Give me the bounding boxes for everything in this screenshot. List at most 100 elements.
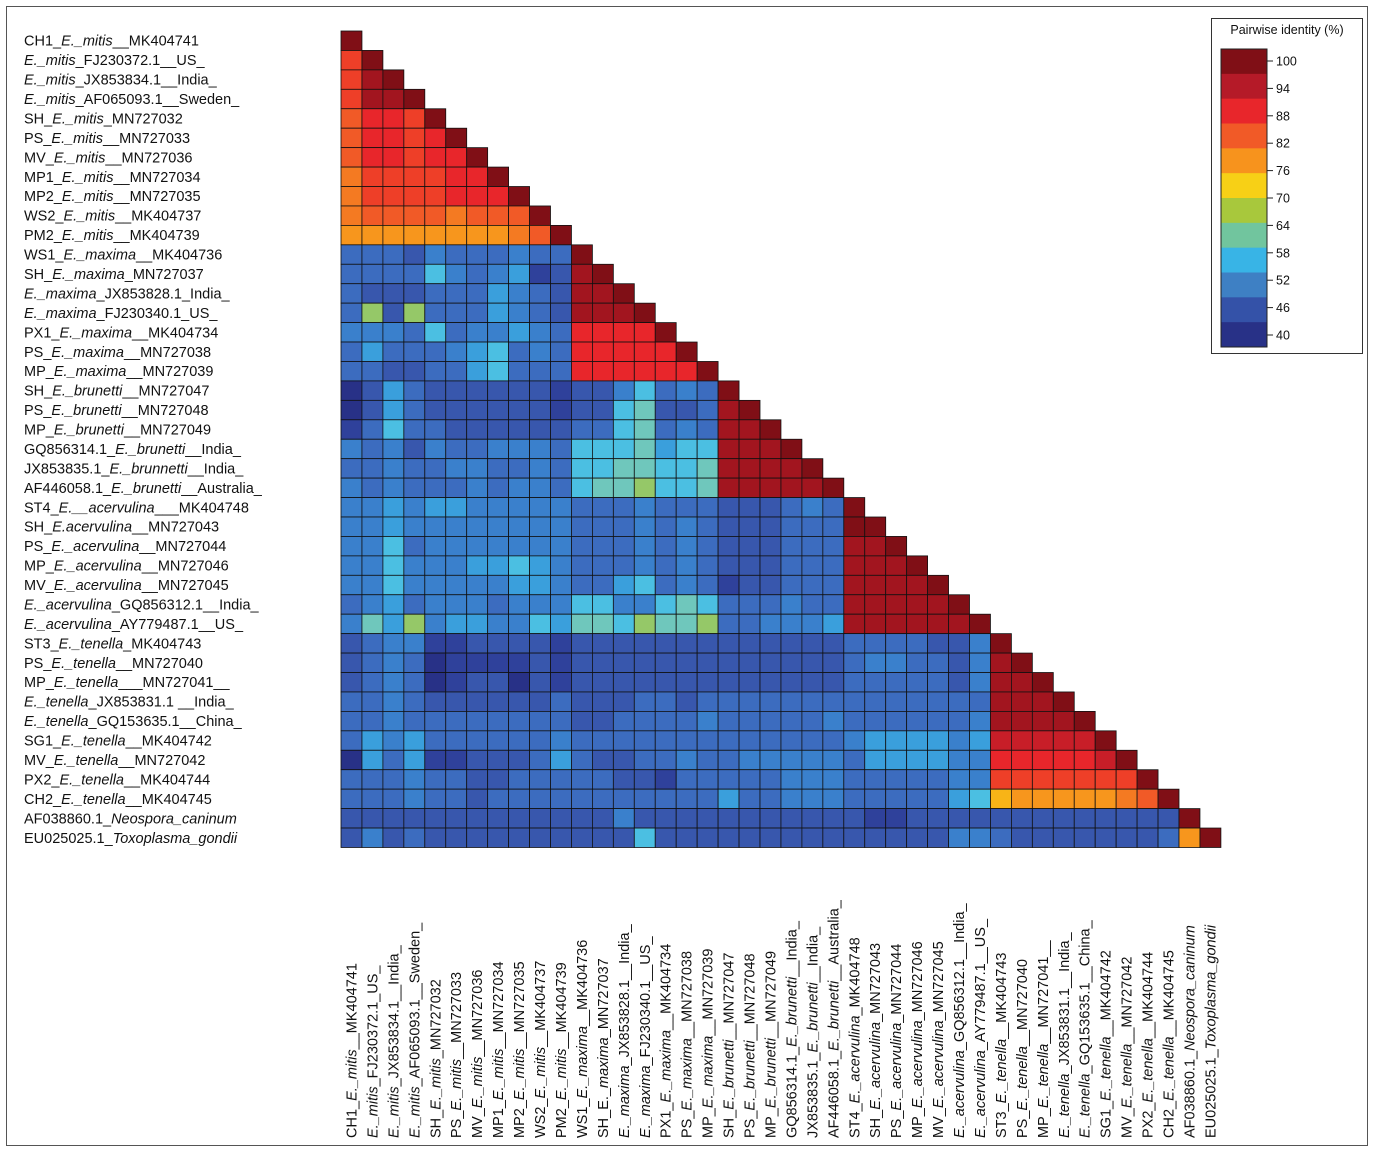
column-labels: CH1_E._mitis__MK404741E._mitis_FJ230372.… [345,899,1220,1138]
heatmap-cell [906,749,929,771]
column-label: E._tenella_GQ153635.1__China_ [1078,919,1094,1138]
heatmap-cell [885,691,908,712]
colorbar-swatch [1221,73,1267,100]
heatmap-cell [592,283,614,304]
column-label-part: __MN727041__ [1036,940,1052,1045]
heatmap-cell [340,205,363,226]
heatmap-cell [906,788,929,809]
heatmap-cell [675,691,698,712]
heatmap-cell [990,730,1012,751]
colorbar-title: Pairwise identity (%) [1230,23,1344,37]
column-label: MP2_E._mitis__MN727035 [512,961,528,1138]
heatmap-cell [529,749,551,771]
heatmap-cell [906,652,929,673]
column-label-part: EU025025.1_ [1203,1048,1219,1138]
row-label-part: E._acervulina [24,617,112,633]
column-label-part: E._acervulina [931,1020,947,1108]
heatmap-cell [864,516,887,537]
heatmap-cell [822,827,845,848]
row-label: SH_E._brunetti__MN727047 [24,384,209,400]
heatmap-cell [592,594,614,615]
heatmap-cell [633,711,656,732]
row-label-part: E._maxima [24,286,97,302]
heatmap-cell [340,224,363,246]
heatmap-cell [675,477,698,498]
heatmap-cell [1011,788,1033,809]
row-label-part: SH_ [24,384,53,400]
heatmap-cell [927,594,949,615]
row-label-part: Neospora_caninum [111,811,237,827]
row-label-part: SH_ [24,112,53,128]
row-label-part: _GQ153635.1__China_ [88,714,243,730]
heatmap-cell [717,827,740,848]
heatmap-cell [592,749,614,771]
heatmap-cell [571,283,593,304]
heatmap-cell [487,419,509,440]
heatmap-cell [1094,788,1117,809]
heatmap-cell [1073,769,1096,790]
heatmap-cell [403,224,426,246]
heatmap-cell [1031,808,1054,829]
heatmap-cell [445,302,468,324]
colorbar-tick-label: 94 [1276,82,1290,96]
heatmap-cell [696,788,719,809]
heatmap-cell [403,380,426,401]
heatmap-cell [466,186,489,207]
column-label: E._acervulina_AY779487.1__US_ [973,918,989,1138]
heatmap-cell [529,711,551,732]
row-label-part: E._brunetti [52,384,123,400]
heatmap-cell [571,458,593,479]
row-label-part: __MK404739 [112,228,199,244]
column-label-part: E._maxima [680,1038,696,1111]
heatmap-cell [948,788,970,809]
heatmap-cell [780,827,803,848]
column-label-part: PX2_ [1141,1102,1157,1138]
heatmap-cell [403,108,426,129]
heatmap-cell [403,827,426,848]
heatmap-cell [612,536,635,557]
row-label: PS_E._brunetti__MN727048 [24,403,209,419]
heatmap-cell [403,594,426,615]
heatmap-cell [382,399,405,421]
heatmap-cell [675,672,698,693]
heatmap-cell [990,788,1012,809]
heatmap-cell [633,749,656,771]
row-label-part: E._tenella [61,792,126,808]
heatmap-cell [1011,769,1033,790]
heatmap-cell [948,711,970,732]
heatmap-cell [654,419,677,440]
column-label-part: Neospora_caninum [1183,925,1199,1051]
heatmap-cell [529,594,551,615]
heatmap-cell [508,283,530,304]
heatmap-cell [340,516,363,537]
row-label-part: ___MK404748 [154,500,249,516]
heatmap-cell [466,613,489,635]
heatmap-cell [801,633,824,654]
colorbar-swatch [1221,272,1267,298]
row-label-part: __MN727043 [131,520,219,536]
heatmap-cell [508,536,530,557]
row-label: MP2_E._mitis__MN727035 [24,189,201,205]
heatmap-cell [633,419,656,440]
heatmap-cell [696,361,719,382]
heatmap-cell [1052,749,1075,771]
heatmap-cell [738,827,761,848]
heatmap-cell [1178,808,1201,829]
heatmap-cell [571,594,593,615]
heatmap-cell [738,788,761,809]
heatmap-cell [424,555,447,576]
heatmap-cell [382,186,405,207]
heatmap-cell [487,672,509,693]
heatmap-cell [382,749,405,771]
heatmap-cell [508,730,530,751]
heatmap-cell [885,633,908,654]
heatmap-cell [990,769,1012,790]
heatmap-cell [529,827,551,848]
heatmap-cell [1199,827,1222,848]
heatmap-cell [466,769,489,790]
heatmap-cell [1031,711,1054,732]
heatmap-cell [822,536,845,557]
column-label-part: E._tenella [994,1039,1010,1104]
heatmap-cell [424,108,447,129]
heatmap-cell [654,322,677,343]
